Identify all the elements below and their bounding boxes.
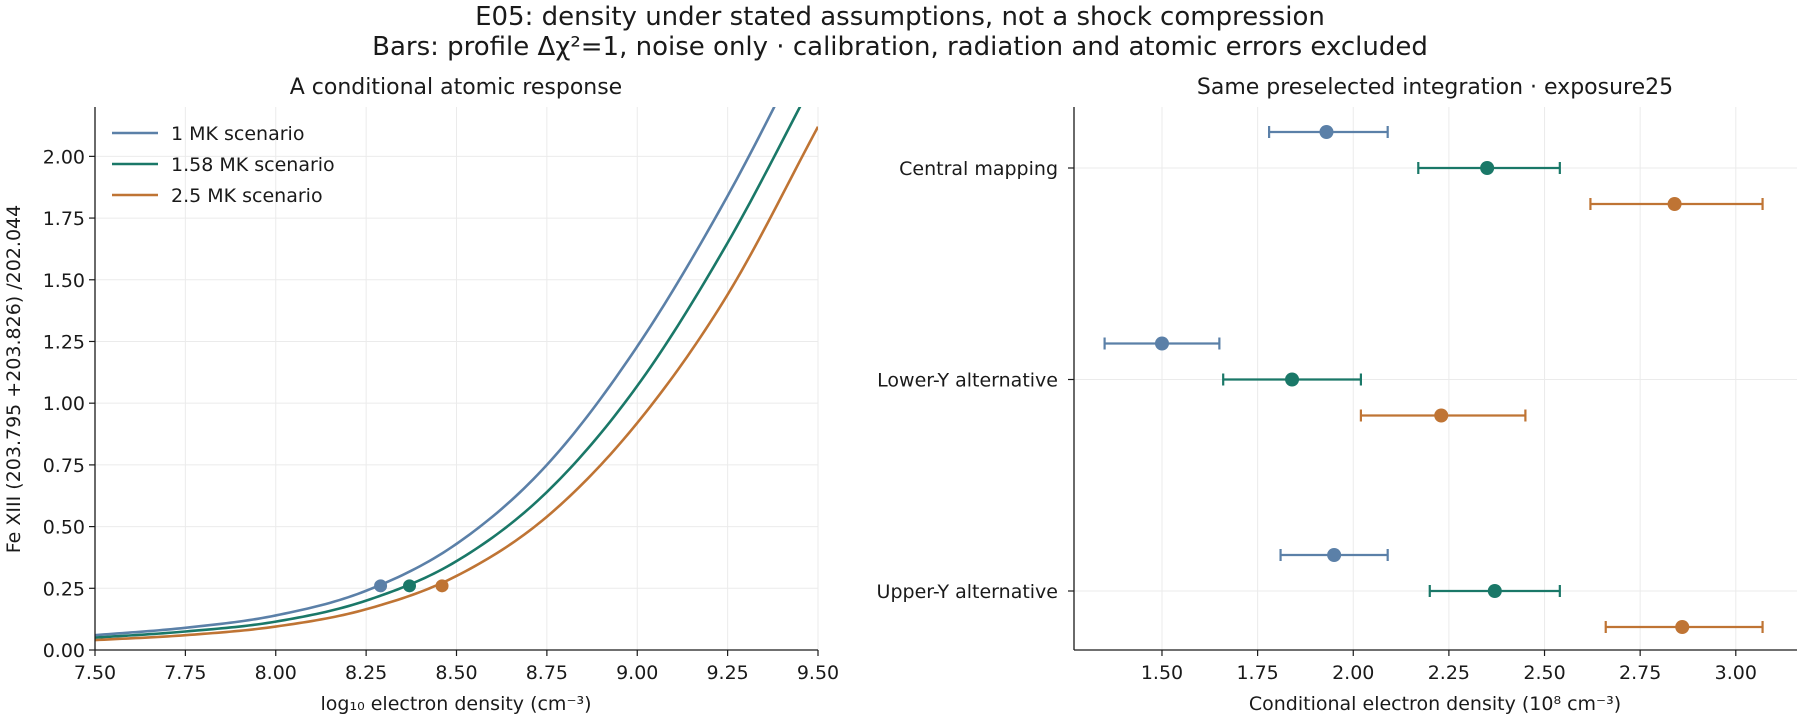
estimate-point — [1434, 408, 1449, 423]
right-x-axis-label: Conditional electron density (10⁸ cm⁻³) — [1249, 693, 1621, 715]
left-x-tick-label: 8.75 — [526, 662, 568, 684]
left-y-tick-label: 1.00 — [43, 393, 85, 415]
left-y-tick-label: 0.00 — [43, 640, 85, 662]
right-category-label: Central mapping — [899, 158, 1058, 180]
left-y-tick-label: 2.00 — [43, 146, 85, 168]
left-gridlines — [94, 107, 819, 651]
left-x-tick-label: 8.00 — [255, 662, 297, 684]
right-panel: 1.50 1.75 2.00 2.25 2.50 2.75 3.00 Central mapp… — [877, 75, 1797, 715]
left-x-tick-label: 9.50 — [797, 662, 839, 684]
estimate-point — [1154, 336, 1169, 351]
left-y-tick-label: 1.75 — [43, 208, 85, 230]
left-x-tick-label: 9.00 — [616, 662, 658, 684]
right-gridlines — [1074, 107, 1797, 650]
right-x-tick-label: 1.50 — [1141, 662, 1183, 684]
figure-title-line1: E05: density under stated assumptions, n… — [475, 2, 1325, 32]
estimate-point — [1667, 197, 1682, 211]
estimate-point — [1487, 584, 1502, 598]
curve-1-mk-scenario — [95, 107, 776, 637]
estimate-point — [1675, 620, 1690, 634]
left-y-axis-label: Fe XIII (203.795 +203.826) /202.044 — [3, 205, 25, 553]
right-x-tick-label: 3.00 — [1715, 662, 1757, 684]
estimate-point — [1319, 125, 1334, 139]
left-x-tick-label: 7.50 — [74, 662, 116, 684]
right-x-tick-label: 2.50 — [1523, 662, 1565, 684]
right-x-tick-label: 2.00 — [1332, 662, 1374, 684]
estimate-point — [1285, 372, 1300, 387]
left-y-tick-label: 0.75 — [43, 455, 85, 477]
left-x-tick-label: 9.25 — [706, 662, 748, 684]
legend-label-2-5-mk-scenario: 2.5 MK scenario — [171, 185, 323, 207]
legend-label-1-58-mk-scenario: 1.58 MK scenario — [171, 154, 335, 176]
right-errorbars — [1103, 125, 1764, 634]
figure-title-line2: Bars: profile Δχ²=1, noise only · calibr… — [372, 32, 1428, 62]
right-x-tick-label: 1.75 — [1236, 662, 1278, 684]
right-category-label: Upper-Y alternative — [877, 581, 1058, 603]
left-y-tick-label: 0.25 — [43, 578, 85, 600]
left-panel: 7.50 7.75 8.00 8.25 8.50 8.75 9.00 9.25 9.50 0.00… — [3, 75, 839, 715]
legend-label-1-mk-scenario: 1 MK scenario — [171, 123, 304, 145]
left-x-tick-label: 8.25 — [345, 662, 387, 684]
right-category-label: Lower-Y alternative — [877, 370, 1058, 392]
marker-2-5-mk-scenario — [435, 579, 449, 593]
left-y-tick-label: 0.50 — [43, 517, 85, 539]
right-ticks: 1.50 1.75 2.00 2.25 2.50 2.75 3.00 Central mapp… — [877, 158, 1757, 684]
left-x-tick-label: 8.50 — [435, 662, 477, 684]
left-curves — [95, 107, 818, 642]
left-x-tick-label: 7.75 — [164, 662, 206, 684]
curve-2-5-mk-scenario — [95, 126, 818, 642]
left-panel-title: A conditional atomic response — [290, 75, 622, 100]
left-legend: 1 MK scenario 1.58 MK scenario 2.5 MK scen… — [112, 123, 335, 207]
right-x-tick-label: 2.75 — [1619, 662, 1661, 684]
left-x-axis-label: log₁₀ electron density (cm⁻³) — [320, 693, 591, 715]
right-x-tick-label: 2.25 — [1428, 662, 1470, 684]
estimate-point — [1480, 161, 1495, 175]
curve-1-58-mk-scenario — [95, 107, 802, 639]
marker-1-mk-scenario — [374, 579, 388, 593]
left-ticks: 7.50 7.75 8.00 8.25 8.50 8.75 9.00 9.25 9.50 0.00… — [43, 146, 839, 684]
left-markers — [374, 579, 449, 593]
left-y-tick-label: 1.50 — [43, 270, 85, 292]
right-panel-title: Same preselected integration · exposure2… — [1197, 75, 1673, 100]
marker-1-58-mk-scenario — [403, 579, 417, 593]
estimate-point — [1327, 548, 1342, 562]
left-y-tick-label: 1.25 — [43, 331, 85, 353]
